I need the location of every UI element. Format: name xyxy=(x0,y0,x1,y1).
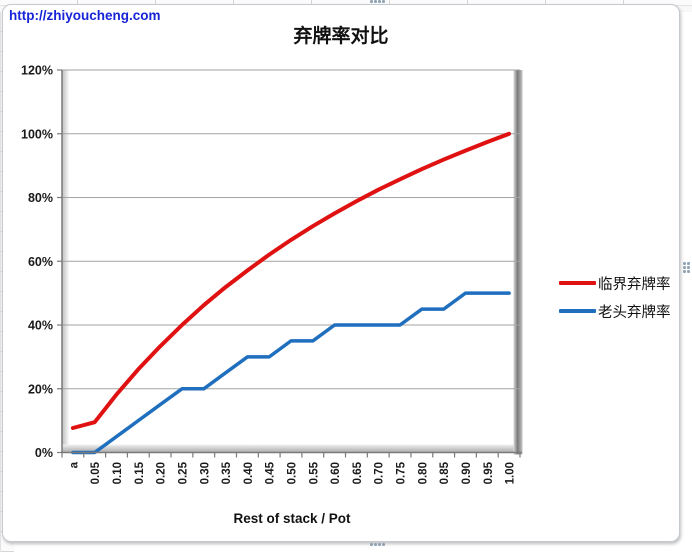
chart-legend[interactable]: 临界弃牌率 老头弃牌率 xyxy=(559,271,671,327)
legend-item-oldman-fold-rate[interactable]: 老头弃牌率 xyxy=(559,299,671,323)
svg-text:0.45: 0.45 xyxy=(265,461,277,484)
svg-text:0.05: 0.05 xyxy=(90,461,102,484)
svg-text:0.75: 0.75 xyxy=(396,461,408,484)
svg-text:0.60: 0.60 xyxy=(330,462,342,484)
svg-text:0.30: 0.30 xyxy=(199,462,211,484)
legend-item-critical-fold-rate[interactable]: 临界弃牌率 xyxy=(559,271,671,295)
svg-text:0.80: 0.80 xyxy=(417,462,429,484)
legend-line-blue xyxy=(559,309,596,313)
svg-text:0.95: 0.95 xyxy=(483,461,495,484)
chart-resize-handle-bottom[interactable] xyxy=(370,543,385,546)
svg-text:0.10: 0.10 xyxy=(112,462,124,484)
legend-line-red xyxy=(559,281,596,285)
svg-text:0.85: 0.85 xyxy=(439,461,451,484)
chart-resize-handle-top[interactable] xyxy=(370,0,385,3)
svg-text:0.70: 0.70 xyxy=(374,462,386,484)
svg-text:0.55: 0.55 xyxy=(308,461,320,484)
svg-text:120%: 120% xyxy=(21,64,53,78)
svg-text:80%: 80% xyxy=(28,191,53,205)
svg-text:40%: 40% xyxy=(28,319,53,333)
svg-text:a: a xyxy=(68,461,80,468)
svg-text:0.15: 0.15 xyxy=(134,461,146,484)
svg-text:0.90: 0.90 xyxy=(461,462,473,484)
svg-text:20%: 20% xyxy=(28,382,53,396)
url-watermark[interactable]: http://zhiyoucheng.com xyxy=(9,8,161,23)
legend-label: 临界弃牌率 xyxy=(598,276,671,293)
svg-text:100%: 100% xyxy=(21,127,53,141)
legend-label: 老头弃牌率 xyxy=(598,304,671,321)
svg-text:1.00: 1.00 xyxy=(505,462,517,484)
svg-text:0%: 0% xyxy=(35,446,53,460)
svg-text:0.40: 0.40 xyxy=(243,462,255,484)
svg-text:0.20: 0.20 xyxy=(156,462,168,484)
chart-title[interactable]: 弃牌率对比 xyxy=(293,26,389,47)
chart-resize-handle-right[interactable] xyxy=(683,262,690,273)
svg-text:60%: 60% xyxy=(28,255,53,269)
x-axis-title[interactable]: Rest of stack / Pot xyxy=(233,511,351,526)
svg-text:0.50: 0.50 xyxy=(287,462,299,484)
svg-text:0.35: 0.35 xyxy=(221,461,233,484)
svg-text:0.25: 0.25 xyxy=(177,461,189,484)
svg-text:0.65: 0.65 xyxy=(352,461,364,484)
